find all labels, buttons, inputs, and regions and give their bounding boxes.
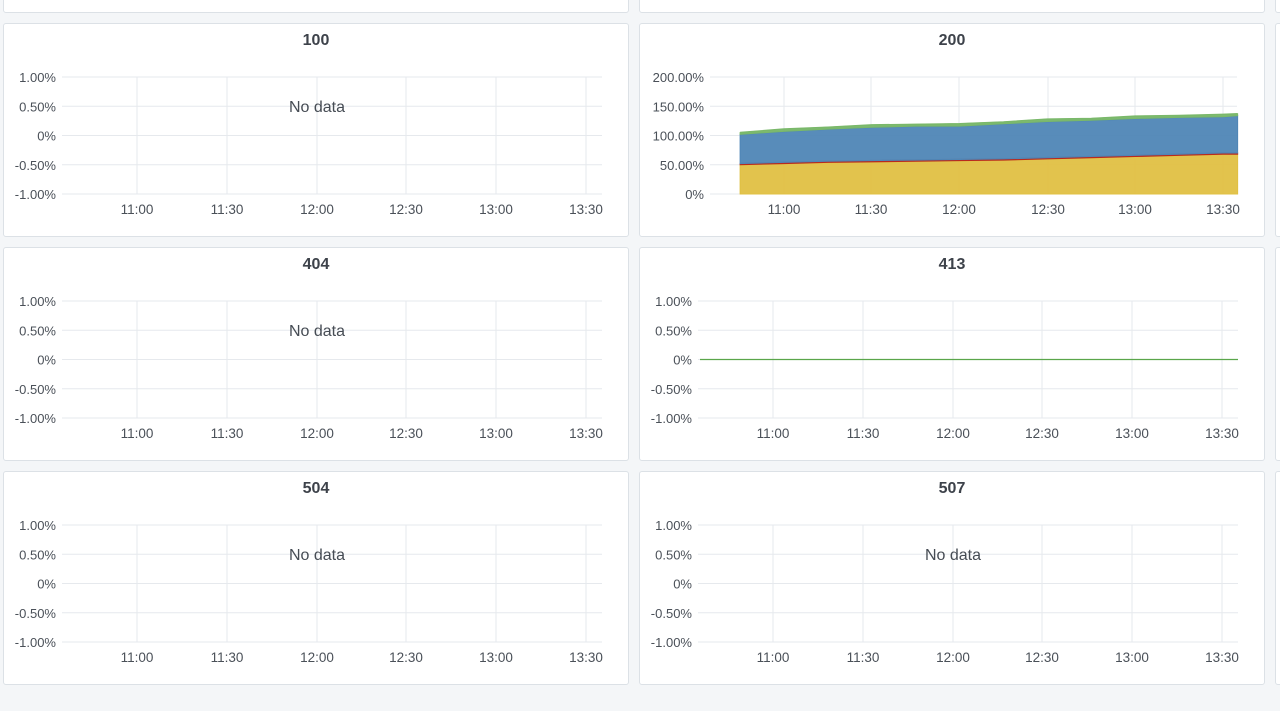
chart-200: 200.00% 150.00% 100.00% 50.00% 0% 11:00 11:30 1… bbox=[653, 70, 1240, 217]
y-tick-label: 200.00% bbox=[653, 70, 705, 85]
y-tick-label: -1.00% bbox=[15, 411, 57, 426]
x-tick-label: 12:00 bbox=[942, 202, 976, 217]
x-tick-label: 12:00 bbox=[936, 426, 970, 441]
panel-404[interactable]: 1.00% 0.50% 0% -0.50% -1.00% 11:00 11:30 12:00 1… bbox=[3, 247, 629, 461]
x-tick-label: 13:00 bbox=[1118, 202, 1152, 217]
panel-title[interactable]: 100 bbox=[302, 32, 330, 49]
panel-top-partial-left bbox=[3, 0, 629, 13]
no-data-label: No data bbox=[288, 547, 346, 564]
panel-right-partial-2 bbox=[1275, 23, 1280, 237]
y-tick-label: -1.00% bbox=[15, 635, 57, 650]
y-tick-label: 0.50% bbox=[19, 323, 56, 338]
y-tick-label: -0.50% bbox=[15, 158, 57, 173]
x-tick-label: 12:00 bbox=[300, 650, 334, 665]
x-tick-label: 13:30 bbox=[569, 426, 603, 441]
x-tick-label: 11:00 bbox=[121, 650, 154, 665]
chart-404: 1.00% 0.50% 0% -0.50% -1.00% 11:00 11:30 12:00 1… bbox=[15, 294, 603, 441]
x-tick-label: 11:00 bbox=[757, 650, 790, 665]
panel-200[interactable]: 200.00% 150.00% 100.00% 50.00% 0% 11:00 11:30 1… bbox=[639, 23, 1265, 237]
x-tick-label: 13:30 bbox=[1205, 650, 1239, 665]
no-data-label: No data bbox=[288, 99, 346, 116]
x-tick-label: 11:30 bbox=[855, 202, 888, 217]
series-edge-3 bbox=[740, 113, 1238, 134]
x-tick-label: 13:30 bbox=[569, 650, 603, 665]
y-tick-label: 1.00% bbox=[655, 294, 692, 309]
y-tick-label: 1.00% bbox=[19, 294, 56, 309]
x-tick-label: 11:30 bbox=[847, 426, 880, 441]
panel-title[interactable]: 504 bbox=[302, 480, 330, 497]
panel-right-partial-1 bbox=[1275, 0, 1280, 13]
x-tick-label: 12:00 bbox=[300, 426, 334, 441]
x-tick-label: 11:00 bbox=[768, 202, 801, 217]
panel-title[interactable]: 413 bbox=[938, 256, 966, 273]
chart-413: 1.00% 0.50% 0% -0.50% -1.00% 11:00 11:30 12:00 1… bbox=[651, 294, 1239, 441]
x-tick-label: 13:00 bbox=[1115, 426, 1149, 441]
y-tick-label: 1.00% bbox=[655, 518, 692, 533]
y-tick-label: -0.50% bbox=[651, 606, 693, 621]
y-tick-label: 100.00% bbox=[653, 129, 705, 144]
panel-right-partial-4 bbox=[1275, 471, 1280, 685]
x-tick-label: 12:30 bbox=[1025, 650, 1059, 665]
panel-right-partial-3 bbox=[1275, 247, 1280, 461]
x-tick-label: 13:30 bbox=[1205, 426, 1239, 441]
y-tick-label: 0% bbox=[673, 353, 692, 368]
y-tick-label: 1.00% bbox=[19, 70, 56, 85]
x-tick-label: 12:30 bbox=[389, 426, 423, 441]
y-tick-label: 0% bbox=[673, 577, 692, 592]
y-tick-label: -0.50% bbox=[15, 606, 57, 621]
x-tick-label: 13:00 bbox=[479, 202, 513, 217]
y-tick-label: 0.50% bbox=[655, 323, 692, 338]
y-tick-label: 0% bbox=[37, 129, 56, 144]
x-tick-label: 13:00 bbox=[479, 650, 513, 665]
y-tick-label: 0% bbox=[37, 353, 56, 368]
y-tick-label: 150.00% bbox=[653, 99, 705, 114]
chart-504: 1.00% 0.50% 0% -0.50% -1.00% 11:00 11:30 12:00 1… bbox=[15, 518, 603, 665]
y-tick-label: 0.50% bbox=[19, 99, 56, 114]
panel-title[interactable]: 404 bbox=[302, 256, 330, 273]
panel-top-partial-right bbox=[639, 0, 1265, 13]
chart-507: 1.00% 0.50% 0% -0.50% -1.00% 11:00 11:30 12:00 1… bbox=[651, 518, 1239, 665]
x-tick-label: 13:30 bbox=[569, 202, 603, 217]
y-tick-label: 0% bbox=[37, 577, 56, 592]
y-tick-label: -1.00% bbox=[651, 635, 693, 650]
panel-413[interactable]: 1.00% 0.50% 0% -0.50% -1.00% 11:00 11:30 12:00 1… bbox=[639, 247, 1265, 461]
x-tick-label: 11:00 bbox=[121, 202, 154, 217]
x-tick-label: 11:30 bbox=[847, 650, 880, 665]
x-tick-label: 11:00 bbox=[121, 426, 154, 441]
x-tick-label: 11:30 bbox=[211, 650, 244, 665]
y-tick-label: 1.00% bbox=[19, 518, 56, 533]
x-tick-label: 11:30 bbox=[211, 202, 244, 217]
x-tick-label: 13:30 bbox=[1206, 202, 1240, 217]
y-tick-label: -1.00% bbox=[15, 187, 57, 202]
x-tick-label: 12:30 bbox=[389, 650, 423, 665]
x-tick-label: 12:00 bbox=[300, 202, 334, 217]
y-tick-label: -0.50% bbox=[15, 382, 57, 397]
x-tick-label: 12:30 bbox=[1031, 202, 1065, 217]
x-tick-label: 12:00 bbox=[936, 650, 970, 665]
y-tick-label: -0.50% bbox=[651, 382, 693, 397]
y-tick-label: 50.00% bbox=[660, 158, 705, 173]
no-data-label: No data bbox=[924, 547, 982, 564]
y-tick-label: 0% bbox=[685, 187, 704, 202]
panel-title[interactable]: 507 bbox=[938, 480, 966, 497]
x-tick-label: 11:30 bbox=[211, 426, 244, 441]
y-tick-label: 0.50% bbox=[655, 547, 692, 562]
no-data-label: No data bbox=[288, 323, 346, 340]
x-tick-label: 13:00 bbox=[1115, 650, 1149, 665]
panel-504[interactable]: 1.00% 0.50% 0% -0.50% -1.00% 11:00 11:30 12:00 1… bbox=[3, 471, 629, 685]
x-tick-label: 11:00 bbox=[757, 426, 790, 441]
y-tick-label: 0.50% bbox=[19, 547, 56, 562]
panel-title[interactable]: 200 bbox=[938, 32, 966, 49]
panel-100[interactable]: 1.00% 0.50% 0% -0.50% -1.00% 11:00 11:30 12:00 1… bbox=[3, 23, 629, 237]
x-tick-label: 12:30 bbox=[1025, 426, 1059, 441]
chart-100: 1.00% 0.50% 0% -0.50% -1.00% 11:00 11:30 12:00 1… bbox=[15, 70, 603, 217]
x-tick-label: 12:30 bbox=[389, 202, 423, 217]
y-tick-label: -1.00% bbox=[651, 411, 693, 426]
x-tick-label: 13:00 bbox=[479, 426, 513, 441]
panel-507[interactable]: 1.00% 0.50% 0% -0.50% -1.00% 11:00 11:30 12:00 1… bbox=[639, 471, 1265, 685]
